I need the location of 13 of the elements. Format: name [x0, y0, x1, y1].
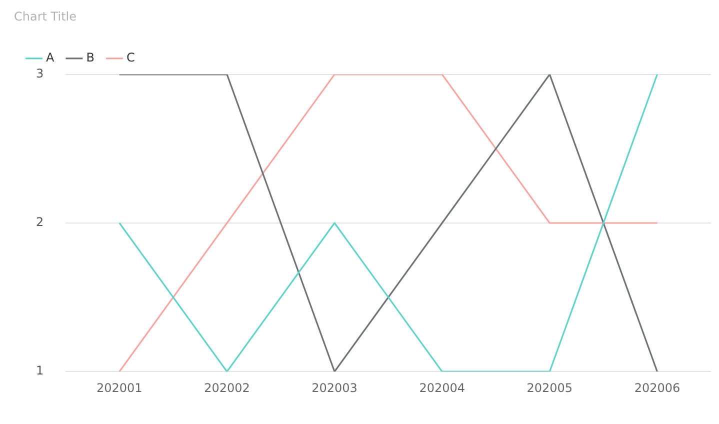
- x-tick-label: 202003: [312, 380, 358, 395]
- y-tick-label: 1: [36, 364, 44, 378]
- legend-label: B: [86, 50, 94, 65]
- legend-label: C: [126, 50, 135, 65]
- x-tick-label: 202001: [96, 380, 142, 395]
- x-tick-label: 202004: [419, 380, 466, 395]
- chart-title: Chart Title: [14, 9, 77, 24]
- legend-label: A: [46, 50, 55, 65]
- y-tick-label: 2: [36, 215, 44, 230]
- x-tick-label: 202002: [204, 380, 250, 395]
- x-tick-label: 202005: [526, 380, 573, 395]
- x-tick-label: 202006: [634, 380, 680, 395]
- y-tick-label: 3: [36, 66, 44, 81]
